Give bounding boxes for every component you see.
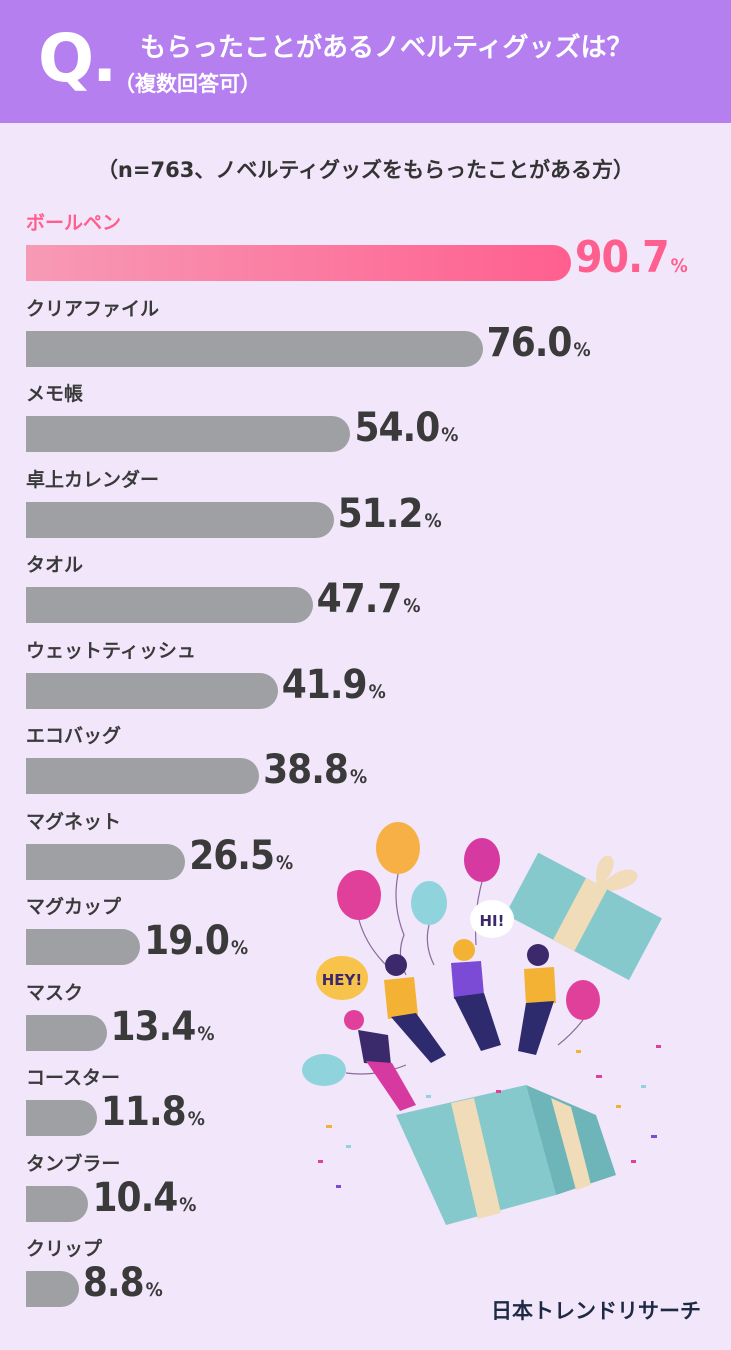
bar [26, 929, 141, 965]
value-unit: % [145, 1279, 163, 1302]
category-label: クリアファイル [26, 297, 160, 320]
value-number: 8.8 [82, 1260, 145, 1307]
value-number: 10.4 [92, 1174, 178, 1221]
bar [26, 416, 351, 452]
gift-party-illustration: HEY! HI! [302, 822, 662, 1225]
category-label: 卓上カレンダー [26, 468, 160, 491]
speech-bubble-hey-text: HEY! [322, 971, 363, 989]
value-label: 38.8% [263, 747, 367, 793]
value-unit: % [179, 1193, 197, 1216]
value-label: 8.8% [83, 1260, 163, 1306]
bar [26, 245, 571, 281]
value-label: 13.4% [111, 1004, 215, 1050]
value-number: 51.2 [337, 490, 424, 537]
balloon-orange [376, 822, 420, 874]
category-label: メモ帳 [26, 383, 84, 405]
sample-size-note: （n=763、ノベルティグッズをもらったことがある方） [96, 158, 635, 182]
value-label: 90.7% [575, 232, 688, 283]
value-unit: % [230, 937, 249, 960]
value-label: 19.0% [144, 918, 248, 964]
people-figures [344, 939, 556, 1111]
category-label: タンブラー [26, 1152, 121, 1175]
value-label: 51.2% [338, 491, 442, 537]
balloon-purple [464, 838, 500, 882]
value-unit: % [670, 254, 688, 277]
value-unit: % [349, 766, 368, 789]
bar [26, 1271, 79, 1307]
value-label: 26.5% [189, 833, 293, 879]
value-number: 13.4 [110, 1003, 197, 1050]
value-unit: % [197, 1022, 215, 1045]
speech-bubble-hi [470, 900, 514, 938]
value-number: 47.7 [316, 576, 403, 623]
value-unit: % [276, 851, 294, 874]
value-unit: % [441, 424, 459, 447]
gift-box [396, 1085, 616, 1225]
value-number: 90.7 [575, 231, 670, 283]
value-unit: % [424, 509, 442, 532]
bar [26, 587, 313, 623]
bar [26, 501, 334, 538]
bar [26, 1185, 89, 1222]
category-label: コースター [26, 1067, 121, 1089]
value-unit: % [403, 595, 421, 618]
value-label: 41.9% [282, 662, 386, 708]
value-number: 41.9 [281, 661, 368, 708]
question-note: （複数回答可） [114, 72, 261, 96]
category-label: マスク [26, 981, 84, 1004]
value-number: 19.0 [144, 918, 230, 965]
confetti [318, 1045, 661, 1188]
value-unit: % [573, 338, 591, 361]
balloon-pink [566, 980, 600, 1020]
value-label: 47.7% [317, 576, 421, 622]
bar [26, 330, 483, 367]
q-mark: Q. [38, 20, 117, 97]
value-number: 11.8 [100, 1089, 187, 1136]
bar [26, 1100, 97, 1136]
value-unit: % [368, 680, 386, 703]
value-label: 11.8% [101, 1089, 205, 1135]
value-number: 38.8 [263, 747, 349, 794]
value-number: 26.5 [189, 832, 275, 879]
question-header: Q. もらったことがあるノベルティグッズは？ （複数回答可） [0, 0, 731, 123]
balloon-teal [411, 881, 447, 925]
speech-bubble-hey [316, 956, 368, 1000]
category-label: ウェットティッシュ [26, 639, 196, 662]
category-label: タオル [26, 554, 84, 576]
balloon-magenta [337, 870, 381, 920]
speech-bubble-hi-text: HI! [480, 912, 505, 930]
value-label: 76.0% [487, 320, 591, 366]
balloon-blue [302, 1054, 346, 1086]
bar [26, 843, 186, 880]
category-label: クリップ [26, 1238, 103, 1260]
value-unit: % [187, 1108, 205, 1131]
value-number: 76.0 [486, 319, 573, 366]
value-number: 54.0 [354, 405, 440, 452]
category-label: マグネット [26, 810, 122, 833]
bar [26, 672, 278, 709]
category-label: マグカップ [26, 896, 122, 918]
category-label: エコバッグ [26, 725, 122, 747]
category-label: ボールペン [26, 212, 122, 234]
bar [26, 758, 260, 794]
bar [26, 1014, 107, 1051]
brand-logo: 日本トレンドリサーチ [491, 1299, 701, 1323]
value-label: 54.0% [354, 405, 458, 451]
value-label: 10.4% [92, 1175, 196, 1221]
question-title: もらったことがあるノベルティグッズは？ [140, 33, 633, 63]
